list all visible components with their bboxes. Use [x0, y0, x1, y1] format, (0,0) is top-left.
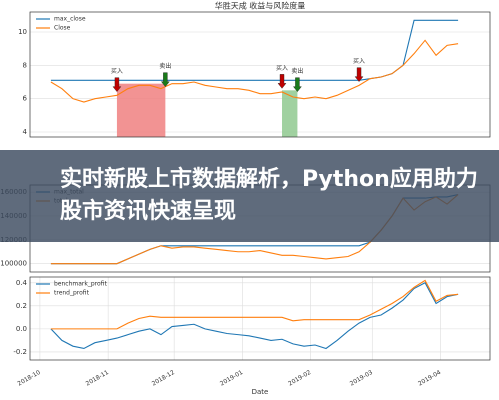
annotation-arrow	[160, 72, 170, 87]
legend-label: trend_profit	[54, 290, 90, 297]
series-line	[50, 279, 459, 330]
y-tick-label: 0.4	[16, 279, 28, 287]
y-tick-label: -0.2	[13, 348, 27, 356]
annotation-arrow	[277, 74, 287, 89]
y-tick-label: 6	[23, 95, 28, 103]
banner-text: 实时新股上市数据解析，Python应用助力股市资讯快速呈现	[60, 167, 478, 224]
annotation-label: 买入	[353, 57, 365, 65]
banner: 实时新股上市数据解析，Python应用助力股市资讯快速呈现	[0, 150, 499, 242]
legend-label: benchmark_profit	[54, 281, 107, 288]
x-tick-label: 2018-11	[85, 369, 110, 388]
x-tick-label: 2019-01	[219, 369, 244, 388]
y-tick-label: 4	[23, 128, 28, 136]
annotation-arrow	[292, 77, 302, 92]
annotation-label: 买入	[276, 64, 288, 72]
series-line	[50, 282, 459, 350]
annotation-label: 卖出	[159, 62, 171, 70]
legend-label: max_close	[54, 16, 86, 23]
annotation-label: 买入	[111, 67, 123, 75]
y-tick-label: 0.2	[16, 302, 27, 310]
annotation-arrow	[112, 77, 122, 92]
annotation-arrow	[354, 67, 364, 82]
annotation-label: 卖出	[291, 67, 303, 75]
chart-title: 华胜天成 收益与风险度量	[215, 1, 306, 11]
holding-span	[116, 83, 166, 137]
y-tick-label: 8	[23, 61, 27, 69]
x-tick-label: 2019-04	[417, 369, 442, 388]
y-tick-label: 100000	[0, 260, 27, 268]
series-line	[50, 39, 459, 103]
x-tick-label: 2019-02	[287, 369, 312, 388]
legend-label: Close	[54, 25, 71, 32]
x-tick-label: 2019-03	[349, 369, 374, 388]
x-axis-label: Date	[252, 388, 269, 396]
x-tick-label: 2018-12	[151, 369, 176, 388]
plot-frame	[29, 276, 491, 361]
y-tick-label: 10	[18, 28, 27, 36]
holding-span	[282, 90, 298, 137]
y-tick-label: 0.0	[16, 325, 27, 333]
x-tick-label: 2018-10	[16, 369, 41, 388]
plot-frame	[29, 11, 491, 138]
